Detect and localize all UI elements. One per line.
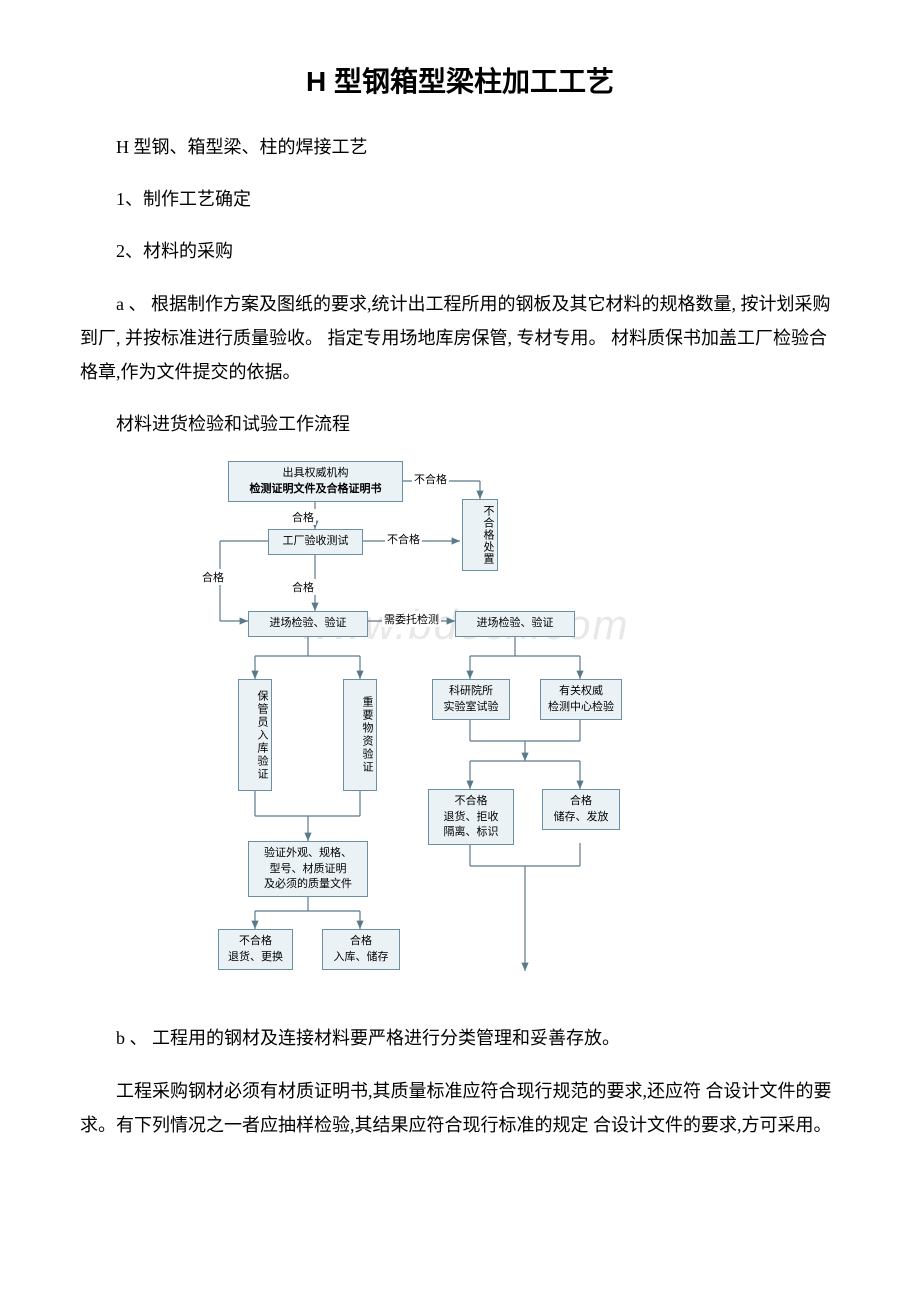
flow-node-return-l1: 不合格 — [225, 934, 286, 949]
flow-node-store-l2: 储存、发放 — [549, 810, 613, 825]
flow-node-auth-l1: 有关权威 — [547, 684, 615, 699]
edge-label-pass-down: 合格 — [290, 509, 316, 525]
flow-node-instore-l1: 合格 — [329, 934, 393, 949]
flow-node-storekeeper: 保管员入库验证 — [238, 679, 272, 791]
paragraph-flow-title: 材料进货检验和试验工作流程 — [80, 407, 840, 441]
flow-node-verify-l1: 验证外观、规格、 — [255, 846, 361, 861]
flow-node-cert-l1: 出具权威机构 — [235, 466, 396, 481]
flow-node-return-l2: 退货、更换 — [225, 950, 286, 965]
flow-node-authority-test: 有关权威 检测中心检验 — [540, 679, 622, 720]
flow-node-verify-l2: 型号、材质证明 — [255, 862, 361, 877]
flow-node-reject: 不合格 退货、拒收 隔离、标识 — [428, 789, 514, 845]
flow-node-reject-l2: 退货、拒收 — [435, 810, 507, 825]
flow-node-return: 不合格 退货、更换 — [218, 929, 293, 970]
flow-node-store-ok: 合格 储存、发放 — [542, 789, 620, 830]
flow-node-lab-test: 科研院所 实验室试验 — [432, 679, 510, 720]
paragraph-b2: 工程采购钢材必须有材质证明书,其质量标准应符合现行规范的要求,还应符 合设计文件… — [80, 1074, 840, 1142]
flow-node-important-material: 重要物资验证 — [343, 679, 377, 791]
paragraph-a: a 、 根据制作方案及图纸的要求,统计出工程所用的钢板及其它材料的规格数量, 按… — [80, 287, 840, 390]
flow-node-cert: 出具权威机构 检测证明文件及合格证明书 — [228, 461, 403, 502]
edge-label-fail-2: 不合格 — [385, 531, 422, 547]
flow-node-inspect-left: 进场检验、验证 — [248, 611, 368, 636]
paragraph-section1: 1、制作工艺确定 — [80, 182, 840, 216]
flow-node-verify-spec: 验证外观、规格、 型号、材质证明 及必须的质量文件 — [248, 841, 368, 897]
flow-node-factory-test: 工厂验收测试 — [268, 529, 363, 554]
flow-node-verify-l3: 及必须的质量文件 — [255, 877, 361, 892]
flow-node-auth-l2: 检测中心检验 — [547, 700, 615, 715]
flowchart: www.bdocx.com — [160, 461, 680, 991]
edge-label-pass-left: 合格 — [200, 569, 226, 585]
flow-node-reject-l1: 不合格 — [435, 794, 507, 809]
flow-node-instore-l2: 入库、储存 — [329, 950, 393, 965]
flow-node-cert-l2: 检测证明文件及合格证明书 — [235, 482, 396, 497]
edge-label-delegate: 需委托检测 — [382, 611, 441, 627]
paragraph-intro: H 型钢、箱型梁、柱的焊接工艺 — [80, 130, 840, 164]
paragraph-section2: 2、材料的采购 — [80, 234, 840, 268]
flow-node-lab-l1: 科研院所 — [439, 684, 503, 699]
flow-node-lab-l2: 实验室试验 — [439, 700, 503, 715]
flow-node-inspect-right: 进场检验、验证 — [455, 611, 575, 636]
flow-node-instore: 合格 入库、储存 — [322, 929, 400, 970]
flow-node-store-l1: 合格 — [549, 794, 613, 809]
document-title: H 型钢箱型梁柱加工工艺 — [80, 60, 840, 100]
paragraph-b: b 、 工程用的钢材及连接材料要严格进行分类管理和妥善存放。 — [80, 1021, 840, 1055]
flow-node-reject-l3: 隔离、标识 — [435, 825, 507, 840]
edge-label-pass-2: 合格 — [290, 579, 316, 595]
edge-label-fail-1: 不合格 — [412, 471, 449, 487]
flow-node-nonconform: 不合格处置 — [462, 499, 498, 571]
